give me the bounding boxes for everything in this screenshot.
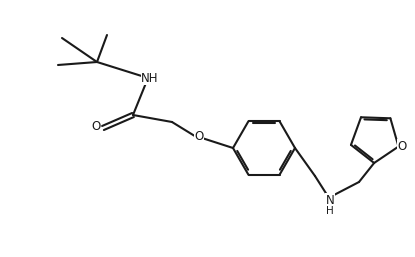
Text: NH: NH	[141, 71, 159, 85]
Text: O: O	[398, 140, 407, 153]
Text: N: N	[326, 194, 334, 207]
Text: H: H	[326, 206, 334, 216]
Text: O: O	[194, 131, 204, 143]
Text: O: O	[91, 121, 100, 133]
